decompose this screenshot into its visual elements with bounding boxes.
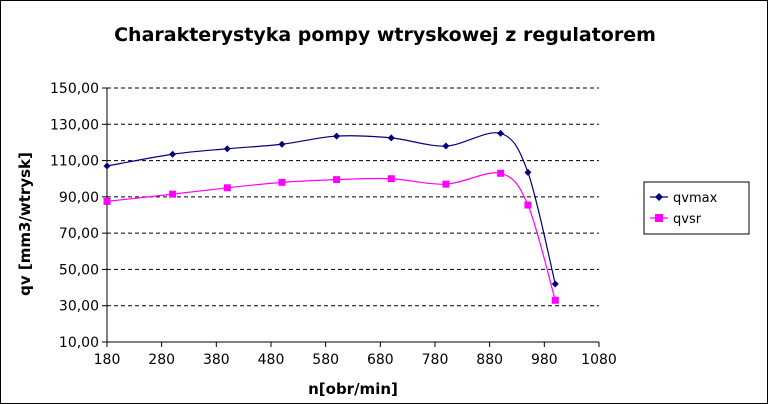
legend: qvmax qvsr	[643, 181, 750, 235]
x-axis-label: n[obr/min]	[308, 380, 398, 398]
x-tick-label: 380	[203, 352, 230, 368]
x-tick-label: 1080	[581, 352, 617, 368]
chart-title: Charakterystyka pompy wtryskowej z regul…	[114, 24, 656, 46]
x-tick-label: 280	[148, 352, 175, 368]
point-qvsr	[223, 184, 231, 192]
point-qvmax	[278, 140, 286, 148]
y-tick-label: 50,00	[59, 262, 99, 278]
point-qvsr	[497, 169, 505, 177]
x-tick-label: 680	[367, 352, 394, 368]
x-tick-label: 480	[258, 352, 285, 368]
point-qvsr	[169, 190, 177, 198]
y-tick-label: 10,00	[59, 335, 99, 351]
series-qvsr	[103, 169, 559, 304]
point-qvmax	[387, 134, 395, 142]
point-qvsr	[278, 178, 286, 186]
series-qvmax	[103, 129, 559, 288]
gridlines	[107, 87, 599, 307]
legend-marker	[655, 214, 663, 222]
point-qvmax	[333, 132, 341, 140]
point-qvmax	[223, 145, 231, 153]
point-qvmax	[551, 280, 559, 288]
x-tick-label: 980	[531, 352, 558, 368]
x-tick-label: 880	[476, 352, 503, 368]
series-layer	[103, 129, 559, 304]
y-tick-label: 110,00	[50, 154, 99, 170]
y-axis-label: qv [mm3/wtrysk]	[16, 152, 34, 296]
y-tick-label: 150,00	[50, 81, 99, 97]
x-tick-label: 180	[94, 352, 121, 368]
series-line-qvmax	[106, 132, 556, 285]
legend-marker	[655, 193, 663, 201]
y-tick-label: 70,00	[59, 226, 99, 242]
y-tick-label: 30,00	[59, 299, 99, 315]
y-tick-label: 90,00	[59, 190, 99, 206]
x-tick-label: 580	[312, 352, 339, 368]
point-qvsr	[551, 296, 559, 304]
point-qvsr	[442, 180, 450, 188]
point-qvmax	[497, 129, 505, 137]
point-qvmax	[103, 162, 111, 170]
x-tick-labels: 180 280 380 480 580 680 780 880 980 1080	[94, 352, 617, 368]
axes	[102, 87, 600, 347]
legend-box	[643, 181, 750, 235]
point-qvmax	[442, 142, 450, 150]
x-tick-label: 780	[422, 352, 449, 368]
legend-label: qvmax	[673, 191, 718, 206]
y-tick-labels: 10,00 30,00 50,00 70,00 90,00 110,00 130,00 150…	[50, 81, 99, 351]
point-qvsr	[333, 176, 341, 184]
y-tick-label: 130,00	[50, 117, 99, 133]
point-qvmax	[169, 150, 177, 158]
point-qvsr	[103, 197, 111, 205]
legend-item-qvsr: qvsr	[650, 212, 702, 227]
series-line-qvsr	[106, 172, 556, 301]
point-qvmax	[524, 168, 532, 176]
legend-item-qvmax: qvmax	[650, 191, 718, 206]
point-qvsr	[387, 175, 395, 183]
point-qvsr	[524, 201, 532, 209]
legend-label: qvsr	[673, 212, 702, 227]
